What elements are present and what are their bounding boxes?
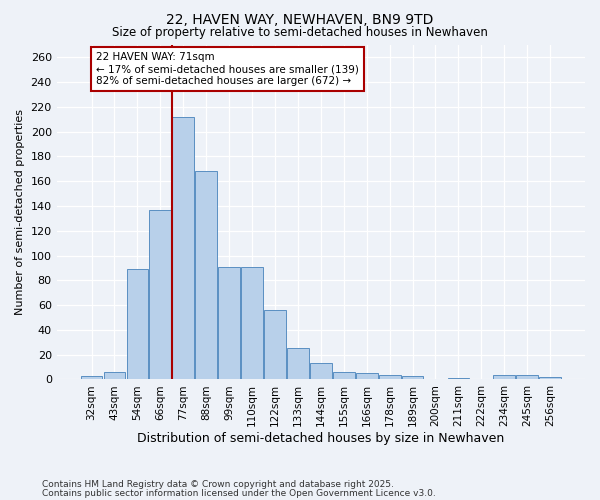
Bar	[539, 377, 561, 380]
Bar	[264, 310, 286, 380]
Bar	[516, 374, 538, 380]
Bar	[401, 376, 424, 380]
Bar	[448, 378, 469, 380]
Y-axis label: Number of semi-detached properties: Number of semi-detached properties	[15, 109, 25, 315]
Bar	[172, 117, 194, 380]
Bar	[104, 372, 125, 380]
Bar	[241, 266, 263, 380]
Text: 22, HAVEN WAY, NEWHAVEN, BN9 9TD: 22, HAVEN WAY, NEWHAVEN, BN9 9TD	[166, 12, 434, 26]
Bar	[80, 376, 103, 380]
Bar	[196, 172, 217, 380]
Text: Size of property relative to semi-detached houses in Newhaven: Size of property relative to semi-detach…	[112, 26, 488, 39]
Bar	[379, 374, 401, 380]
Bar	[149, 210, 171, 380]
Bar	[287, 348, 309, 380]
Bar	[218, 266, 240, 380]
Text: Contains HM Land Registry data © Crown copyright and database right 2025.: Contains HM Land Registry data © Crown c…	[42, 480, 394, 489]
Bar	[310, 364, 332, 380]
X-axis label: Distribution of semi-detached houses by size in Newhaven: Distribution of semi-detached houses by …	[137, 432, 505, 445]
Bar	[333, 372, 355, 380]
Bar	[127, 269, 148, 380]
Text: Contains public sector information licensed under the Open Government Licence v3: Contains public sector information licen…	[42, 488, 436, 498]
Bar	[493, 374, 515, 380]
Bar	[356, 374, 377, 380]
Text: 22 HAVEN WAY: 71sqm
← 17% of semi-detached houses are smaller (139)
82% of semi-: 22 HAVEN WAY: 71sqm ← 17% of semi-detach…	[96, 52, 359, 86]
